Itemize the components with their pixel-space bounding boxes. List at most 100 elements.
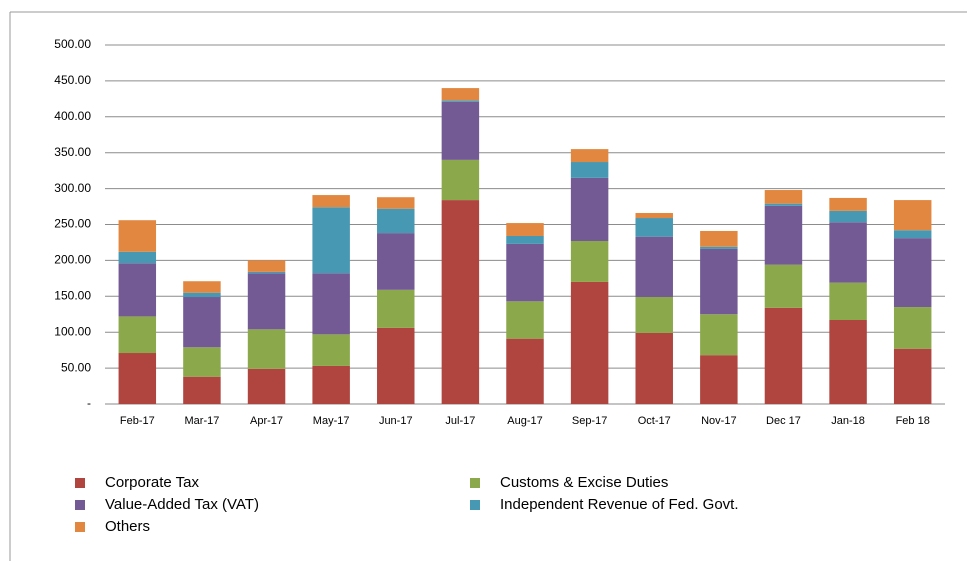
legend-swatch (470, 478, 480, 488)
bar-segment (700, 248, 738, 315)
bar-segment (635, 218, 673, 237)
y-tick-label: 500.00 (54, 37, 91, 51)
bar-segment (312, 207, 350, 274)
bar-segment (183, 347, 221, 377)
bar-segment (700, 314, 738, 356)
bar-segment (635, 236, 673, 298)
x-tick-label: Nov-17 (701, 415, 736, 427)
bar-segment (893, 200, 932, 231)
legend-label: Independent Revenue of Fed. Govt. (500, 496, 739, 513)
bar-segment (118, 263, 157, 317)
x-tick-label: Dec 17 (766, 415, 801, 427)
bar-segment (506, 301, 544, 339)
bar-segment (118, 316, 157, 354)
bar-segment (312, 365, 350, 404)
bar-segment (312, 273, 350, 335)
bar-segment (377, 233, 415, 290)
bar-segment (441, 101, 480, 160)
bar-segment (183, 297, 221, 348)
bar-segment (247, 273, 286, 330)
bar-segment (829, 197, 867, 211)
y-tick-label: 450.00 (54, 73, 91, 87)
bar-segment (570, 177, 609, 242)
bar-segment (441, 88, 480, 101)
bar-segment (377, 289, 415, 328)
bar-segment (506, 338, 544, 404)
bar-segment (377, 208, 415, 234)
bar-segment (764, 264, 803, 308)
x-tick-label: Oct-17 (638, 415, 671, 427)
y-tick-label: 350.00 (54, 145, 91, 159)
bar-segment (829, 210, 867, 223)
x-tick-label: Mar-17 (185, 415, 220, 427)
bar-segment (377, 197, 415, 209)
bar-segment (570, 241, 609, 282)
bar-segment (893, 307, 932, 349)
bar-segment (700, 230, 738, 247)
bar-segment (764, 203, 803, 206)
bar-segment (893, 230, 932, 239)
bar-segment (893, 238, 932, 308)
legend-swatch (75, 500, 85, 510)
x-tick-label: Jun-17 (379, 415, 413, 427)
bar-segment (506, 223, 544, 236)
bar-segment (570, 149, 609, 163)
legend-label: Customs & Excise Duties (500, 474, 668, 491)
y-tick-label: 100.00 (54, 324, 91, 338)
y-tick-label: 250.00 (54, 217, 91, 231)
bar-segment (118, 251, 157, 264)
bar-segment (247, 260, 286, 272)
bar-segment (118, 220, 157, 252)
bar-segment (829, 282, 867, 320)
bar-segment (247, 329, 286, 369)
bar-segment (183, 376, 221, 404)
x-tick-label: Feb-17 (120, 415, 155, 427)
y-tick-label: 150.00 (54, 288, 91, 302)
bar-segment (183, 292, 221, 298)
x-tick-label: Jul-17 (445, 415, 475, 427)
bar-segment (570, 281, 609, 404)
bar-segment (247, 271, 286, 274)
bar-segment (700, 355, 738, 404)
legend-label: Value-Added Tax (VAT) (105, 496, 259, 513)
bar-segment (764, 307, 803, 404)
x-tick-label: Apr-17 (250, 415, 283, 427)
bar-segment (312, 195, 350, 208)
x-tick-label: May-17 (313, 415, 350, 427)
x-tick-label: Sep-17 (572, 415, 607, 427)
y-tick-label: 200.00 (54, 253, 91, 267)
bar-segment (377, 327, 415, 404)
bar-segment (829, 319, 867, 404)
bar-segment (441, 100, 480, 102)
legend-swatch (470, 500, 480, 510)
bar-segment (764, 205, 803, 265)
y-tick-label: 50.00 (61, 360, 91, 374)
y-tick-label: - (87, 396, 91, 410)
bar-segment (312, 334, 350, 366)
bar-segment (829, 222, 867, 283)
bar-segment (635, 213, 673, 219)
legend-swatch (75, 478, 85, 488)
bar-segment (893, 348, 932, 404)
bar-segment (700, 246, 738, 249)
legend-label: Others (105, 518, 150, 535)
x-tick-label: Jan-18 (831, 415, 865, 427)
bar-segment (183, 281, 221, 293)
x-tick-label: Aug-17 (507, 415, 542, 427)
bar-segment (635, 332, 673, 404)
bar-segment (118, 353, 157, 404)
bar-segment (247, 368, 286, 404)
legend-label: Corporate Tax (105, 474, 199, 491)
bar-segment (506, 243, 544, 302)
bar-segment (635, 297, 673, 333)
bar-segment (764, 190, 803, 204)
y-tick-label: 400.00 (54, 109, 91, 123)
bar-segment (570, 162, 609, 178)
bar-segment (441, 200, 480, 404)
bar-segment (506, 235, 544, 244)
x-tick-label: Feb 18 (896, 415, 930, 427)
y-tick-label: 300.00 (54, 181, 91, 195)
legend-swatch (75, 522, 85, 532)
bar-segment (441, 159, 480, 201)
